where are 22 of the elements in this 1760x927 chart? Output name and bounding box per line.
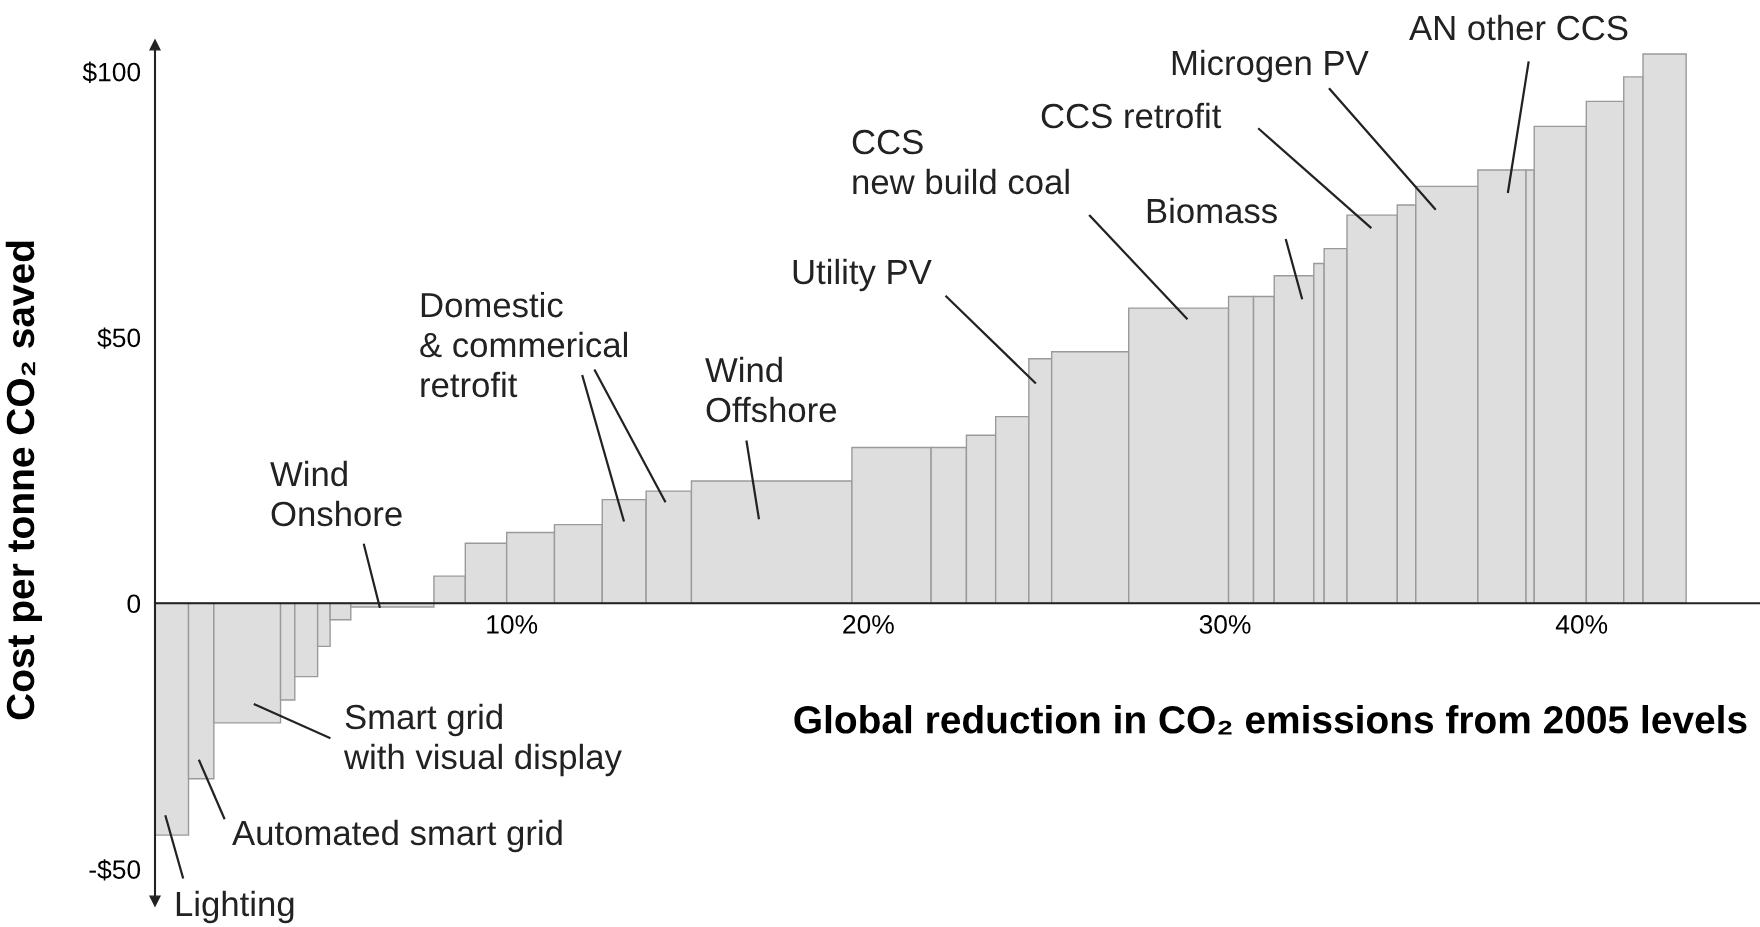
x-tick-label: 30% bbox=[1199, 615, 1251, 634]
annotation: Utility PV bbox=[793, 258, 932, 292]
annotation: Domestic & commerical retrofit bbox=[420, 291, 627, 398]
x-tick-label: 10% bbox=[487, 615, 538, 634]
x-axis-title: Global reduction in CO₂ emissions from 2005 levels bbox=[794, 705, 1747, 735]
annotation: Lighting bbox=[176, 890, 294, 924]
annotation: Biomass bbox=[1147, 197, 1277, 224]
y-tick-label: $50 bbox=[97, 327, 141, 349]
annotation: Wind Onshore bbox=[270, 460, 402, 527]
y-tick-label: -$50 bbox=[89, 859, 141, 881]
annotation: Microgen PV bbox=[1172, 49, 1369, 83]
annotation: Automated smart grid bbox=[232, 819, 562, 853]
annotation: Wind Offshore bbox=[705, 356, 837, 423]
y-axis-title: Cost per tonne CO₂ saved bbox=[5, 241, 42, 720]
annotation: CCS retrofit bbox=[1041, 102, 1222, 129]
annotation: CCS new build coal bbox=[852, 129, 1069, 195]
x-tick-label: 20% bbox=[843, 615, 894, 634]
text: AN other CCS bbox=[1409, 14, 1628, 41]
y-tick-label: 0 bbox=[127, 594, 141, 614]
annotation: Smart grid with visual display bbox=[343, 703, 622, 777]
x-tick-label: 40% bbox=[1555, 615, 1608, 634]
y-tick-label: $100 bbox=[82, 61, 141, 83]
